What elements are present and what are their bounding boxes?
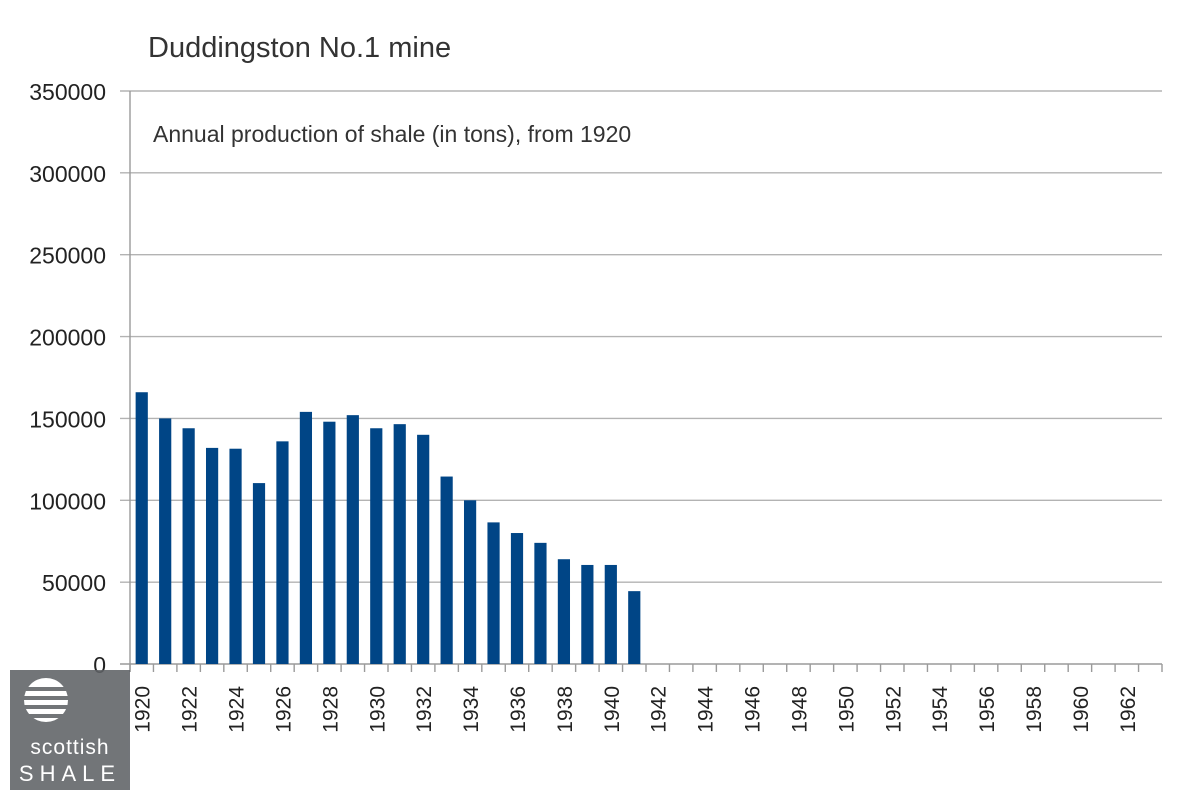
x-tick-label: 1958 (1023, 686, 1046, 733)
x-tick-label: 1920 (132, 686, 155, 733)
y-tick-label: 250000 (29, 243, 106, 269)
scottish-shale-logo: scottish SHALE (10, 670, 130, 790)
bar-1931 (393, 424, 406, 664)
bar-1928 (323, 421, 336, 664)
x-tick-label: 1934 (460, 686, 483, 733)
y-tick-label: 350000 (29, 79, 106, 105)
x-tick-label: 1922 (179, 686, 202, 733)
x-tick-label: 1936 (507, 686, 530, 733)
x-tick-label: 1950 (835, 686, 858, 733)
x-tick-label: 1960 (1070, 686, 1093, 733)
logo-line-1: scottish (30, 736, 110, 759)
globe-icon (20, 678, 72, 722)
y-tick-label: 50000 (42, 570, 106, 596)
x-tick-label: 1948 (788, 686, 811, 733)
x-tick-label: 1952 (882, 686, 905, 733)
logo-line-2: SHALE (18, 761, 122, 786)
bar-1934 (463, 500, 477, 664)
x-tick-label: 1932 (413, 686, 436, 733)
bar-1927 (299, 411, 313, 664)
x-tick-label: 1962 (1117, 686, 1140, 733)
x-tick-label: 1930 (366, 686, 389, 733)
x-tick-label: 1946 (742, 686, 765, 733)
x-tick-label: 1928 (319, 686, 342, 733)
y-tick-label: 200000 (29, 325, 106, 351)
bar-1924 (229, 448, 242, 664)
bar-1932 (417, 434, 430, 664)
bar-1923 (205, 447, 219, 664)
bar-1937 (534, 542, 547, 664)
bar-1926 (276, 441, 289, 664)
x-tick-label: 1944 (695, 686, 718, 733)
bar-1930 (370, 428, 383, 664)
x-tick-label: 1954 (929, 686, 952, 733)
bar-1921 (159, 418, 172, 664)
x-tick-label: 1942 (648, 686, 671, 733)
bar-1933 (440, 476, 453, 664)
bar-1938 (557, 559, 571, 664)
y-tick-label: 100000 (29, 488, 106, 514)
y-tick-label: 150000 (29, 406, 106, 432)
bar-1941 (628, 591, 641, 664)
bar-1939 (581, 564, 594, 664)
bar-1925 (252, 483, 266, 664)
x-tick-label: 1938 (554, 686, 577, 733)
x-tick-label: 1956 (976, 686, 999, 733)
x-tick-label: 1940 (601, 686, 624, 733)
bar-1929 (346, 415, 359, 664)
y-tick-label: 300000 (29, 161, 106, 187)
bar-1935 (487, 522, 500, 664)
bar-1940 (604, 564, 617, 664)
bar-1936 (510, 533, 524, 664)
x-tick-label: 1926 (272, 686, 295, 733)
x-tick-label: 1924 (226, 686, 249, 733)
bar-1920 (135, 392, 148, 664)
chart-subtitle: Annual production of shale (in tons), fr… (153, 121, 631, 147)
bar-1922 (182, 428, 195, 664)
chart-title: Duddingston No.1 mine (148, 32, 451, 64)
